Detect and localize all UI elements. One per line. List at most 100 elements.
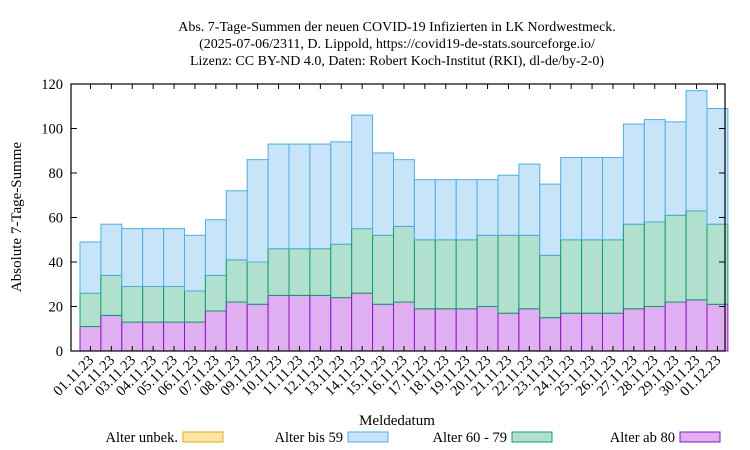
bar-segment — [79, 241, 102, 294]
bar-segment — [393, 301, 415, 352]
bar-segment — [413, 239, 436, 310]
bar-segment — [539, 254, 562, 319]
bar-segment — [309, 248, 332, 296]
bar-segment — [225, 301, 248, 352]
bar-segment — [246, 261, 269, 305]
bar-segment — [664, 214, 687, 303]
bar-segment — [643, 306, 666, 352]
bar-segment — [581, 156, 603, 241]
legend-swatch — [347, 431, 389, 443]
bar-segment — [497, 234, 520, 314]
bar-segment — [518, 234, 541, 310]
title-line-2: (2025-07-06/2311, D. Lippold, https://co… — [199, 37, 595, 52]
chart-title: Abs. 7-Tage-Summen der neuen COVID-19 In… — [178, 20, 616, 69]
bar-segment — [163, 228, 186, 287]
bar-segment — [351, 114, 374, 230]
bar-segment — [581, 239, 603, 314]
x-axis-label: Meldedatum — [359, 413, 435, 429]
bar-segment — [372, 303, 395, 352]
bar-segment — [434, 239, 457, 310]
bar-segment — [288, 248, 311, 296]
bar-segment — [643, 221, 666, 307]
bar-segment — [455, 239, 478, 310]
y-tick-label: 40 — [49, 255, 64, 271]
bar-segment — [560, 156, 583, 241]
legend-swatch — [511, 431, 553, 443]
bar-segment — [476, 306, 499, 352]
legend: Alter unbek. Alter bis 59 Alter 60 - 79 Alt… — [106, 430, 721, 446]
bar-segment — [476, 234, 499, 307]
legend-label: Alter bis 59 — [275, 430, 343, 446]
bar-segment — [267, 143, 290, 250]
bar-segment — [497, 312, 520, 352]
bar-segment — [685, 90, 708, 212]
title-line-1: Abs. 7-Tage-Summen der neuen COVID-19 In… — [178, 20, 616, 35]
bar-segment — [539, 183, 562, 256]
bar-segment — [79, 292, 102, 328]
y-axis-label: Absolute 7-Tage-Summe — [9, 142, 25, 293]
bar-segment — [184, 234, 206, 292]
bar-segment — [497, 174, 520, 236]
bar-segment — [309, 143, 332, 250]
bar-segment — [434, 308, 457, 352]
bar-segment — [518, 163, 541, 236]
bar-segment — [560, 239, 583, 314]
y-tick-label: 80 — [49, 166, 64, 182]
bar-segment — [413, 308, 436, 352]
bar-segment — [309, 294, 332, 352]
bar-segment — [455, 179, 478, 241]
bar-segment — [393, 225, 415, 303]
bar-segment — [246, 159, 269, 263]
bar-segment — [706, 107, 729, 225]
bar-segment — [560, 312, 583, 352]
bar-segment — [372, 152, 395, 236]
bar-segment — [288, 294, 311, 352]
bar-segment — [100, 223, 123, 276]
y-tick-label: 20 — [49, 300, 64, 316]
bar-segment — [225, 259, 248, 303]
bar-segment — [163, 285, 186, 323]
bar-segment — [100, 314, 123, 352]
bar-segment — [602, 239, 624, 314]
bar-segment — [664, 121, 687, 216]
bar-segment — [330, 141, 353, 245]
bar-segment — [267, 248, 290, 296]
y-tick-label: 100 — [41, 122, 63, 138]
bar-segment — [121, 285, 144, 323]
bar-segment — [455, 308, 478, 352]
bar-segment — [351, 228, 374, 294]
bar-segment — [330, 297, 353, 352]
bar-segment — [351, 292, 374, 352]
bar-segment — [643, 119, 666, 223]
bar-segment — [581, 312, 603, 352]
bar-segment — [622, 308, 645, 352]
bar-segment — [246, 303, 269, 352]
bar-segment — [267, 294, 290, 352]
bar-segment — [518, 308, 541, 352]
legend-label: Alter 60 - 79 — [433, 430, 508, 446]
bar-segment — [393, 159, 415, 227]
bar-segment — [622, 123, 645, 225]
legend-label: Alter unbek. — [106, 430, 178, 446]
bar-segment — [204, 274, 227, 312]
legend-swatch — [182, 431, 224, 443]
bar-segment — [184, 290, 206, 323]
bar-segment — [476, 179, 499, 236]
bar-segment — [330, 243, 353, 299]
bar-segment — [100, 274, 123, 316]
bar-segment — [288, 143, 311, 250]
bar-segment — [602, 156, 624, 241]
bar-segment — [204, 310, 227, 352]
bar-segment — [622, 223, 645, 310]
bar-segment — [685, 299, 708, 352]
title-line-3: Lizenz: CC BY-ND 4.0, Daten: Robert Koch… — [190, 54, 604, 69]
bar-segment — [434, 179, 457, 241]
legend-label: Alter ab 80 — [610, 430, 675, 446]
bar-segment — [602, 312, 624, 352]
bar-segment — [372, 234, 395, 305]
bar-segment — [121, 228, 144, 287]
y-axis-ticks: 0 20 40 60 80 100 120 — [41, 77, 725, 360]
plot-frame — [70, 83, 726, 352]
bar-segment — [413, 179, 436, 241]
